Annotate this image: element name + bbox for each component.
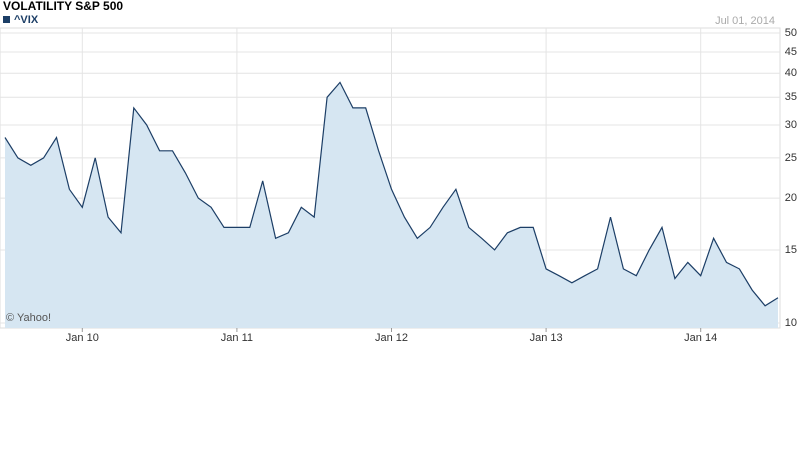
x-tick-label: Jan 10 xyxy=(66,332,99,344)
area-fill xyxy=(5,82,778,329)
date-label: Jul 01, 2014 xyxy=(715,15,775,27)
y-tick-label: 40 xyxy=(785,67,797,79)
x-tick-label: Jan 11 xyxy=(221,332,253,344)
y-tick-label: 45 xyxy=(785,46,797,58)
y-tick-label: 20 xyxy=(785,192,797,204)
y-tick-label: 10 xyxy=(785,317,797,329)
y-tick-label: 25 xyxy=(785,152,797,164)
y-tick-label: 35 xyxy=(785,91,797,103)
y-tick-label: 30 xyxy=(785,119,797,131)
y-tick-label: 50 xyxy=(785,27,797,39)
series-line xyxy=(4,81,779,307)
legend-swatch xyxy=(3,16,10,23)
legend-label: ^VIX xyxy=(14,14,39,26)
x-tick-label: Jan 14 xyxy=(684,332,717,344)
x-tick-label: Jan 12 xyxy=(375,332,408,344)
x-tick-label: Jan 13 xyxy=(530,332,563,344)
source-label: © Yahoo! xyxy=(6,312,51,324)
chart-title: VOLATILITY S&P 500 xyxy=(3,0,123,13)
y-tick-label: 15 xyxy=(785,244,797,256)
